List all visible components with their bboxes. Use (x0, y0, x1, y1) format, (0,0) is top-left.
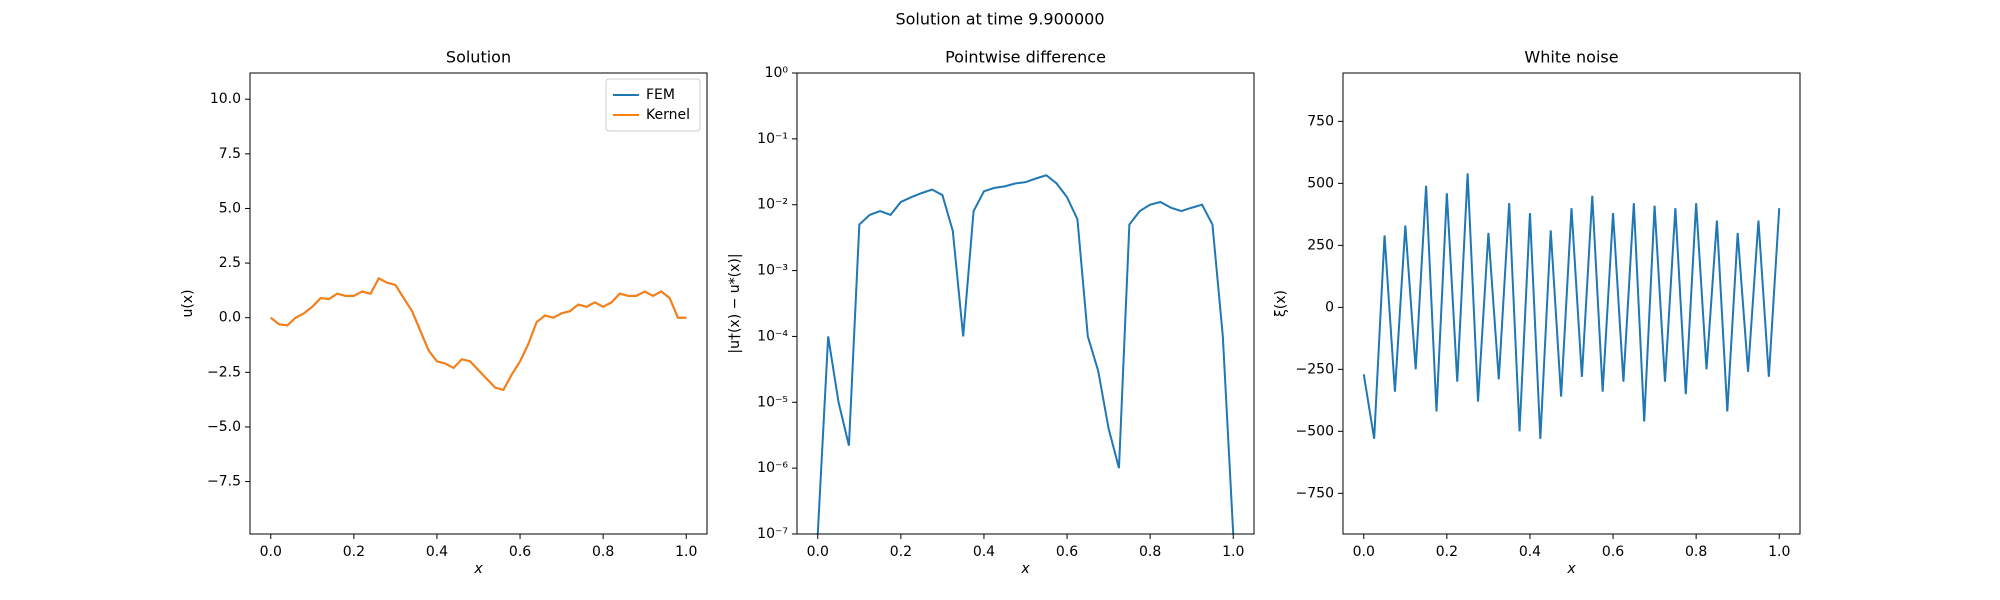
x-tick-label: 1.0 (1768, 544, 1790, 560)
y-tick-label: 250 (1307, 237, 1334, 253)
y-axis-label: |u†(x) − u*(x)| (727, 253, 743, 353)
y-axis-label: u(x) (180, 289, 196, 317)
figure-title: Solution at time 9.900000 (895, 10, 1104, 29)
legend-box (605, 78, 701, 132)
x-tick-label: 0.4 (973, 544, 995, 560)
x-tick-label: 0.0 (260, 544, 282, 560)
y-tick-label: 10⁻⁷ (757, 526, 788, 542)
x-tick-label: 0.4 (1519, 544, 1541, 560)
y-tick-label: −5.0 (207, 419, 241, 435)
y-tick-label: 10⁻¹ (757, 131, 788, 147)
axes-title: White noise (1524, 48, 1618, 67)
y-tick-label: 10⁻⁵ (757, 394, 788, 410)
data-line (816, 174, 1235, 534)
y-tick-label: 10⁻⁶ (757, 460, 788, 476)
y-tick-label: −2.5 (207, 364, 241, 380)
axes-title: Solution (446, 48, 511, 67)
y-tick-label: 5.0 (219, 200, 241, 216)
x-tick-label: 0.8 (592, 544, 614, 560)
x-tick-label: 0.4 (426, 544, 448, 560)
y-tick-label: −500 (1296, 423, 1334, 439)
x-axis-label: x (1566, 561, 1576, 577)
y-tick-label: 10⁻³ (757, 263, 788, 279)
x-tick-label: 1.0 (1222, 544, 1244, 560)
y-tick-label: 10⁰ (765, 65, 789, 81)
x-tick-label: 0.2 (343, 544, 365, 560)
x-tick-label: 0.0 (807, 544, 829, 560)
y-tick-label: 7.5 (219, 146, 241, 162)
y-tick-label: 10.0 (210, 91, 241, 107)
y-axis-label: ξ(x) (1273, 290, 1289, 317)
x-axis-label: x (473, 561, 483, 577)
y-tick-label: 750 (1307, 113, 1334, 129)
legend-label: FEM (646, 87, 675, 103)
x-tick-label: 0.6 (509, 544, 531, 560)
y-tick-label: −7.5 (207, 474, 241, 490)
y-tick-label: 0.0 (219, 310, 241, 326)
axes-title: Pointwise difference (945, 48, 1106, 67)
data-line (270, 277, 687, 391)
x-tick-label: 0.8 (1685, 544, 1707, 560)
y-tick-label: 2.5 (219, 255, 241, 271)
x-tick-label: 0.6 (1602, 544, 1624, 560)
x-tick-label: 0.2 (1436, 544, 1458, 560)
y-tick-label: −750 (1296, 485, 1334, 501)
axes-frame (249, 72, 708, 535)
x-tick-label: 0.2 (890, 544, 912, 560)
x-tick-label: 1.0 (675, 544, 697, 560)
y-tick-label: 0 (1325, 299, 1334, 315)
x-tick-label: 0.6 (1056, 544, 1078, 560)
y-tick-label: 10⁻² (757, 197, 788, 213)
legend-label: Kernel (646, 107, 690, 123)
x-axis-label: x (1020, 561, 1030, 577)
y-tick-label: −250 (1296, 361, 1334, 377)
x-tick-label: 0.8 (1139, 544, 1161, 560)
y-tick-label: 10⁻⁴ (757, 328, 788, 344)
y-tick-label: 500 (1307, 175, 1334, 191)
x-tick-label: 0.0 (1353, 544, 1375, 560)
axes-frame (796, 72, 1255, 535)
data-line (1362, 173, 1781, 439)
axes-frame (1342, 72, 1801, 535)
